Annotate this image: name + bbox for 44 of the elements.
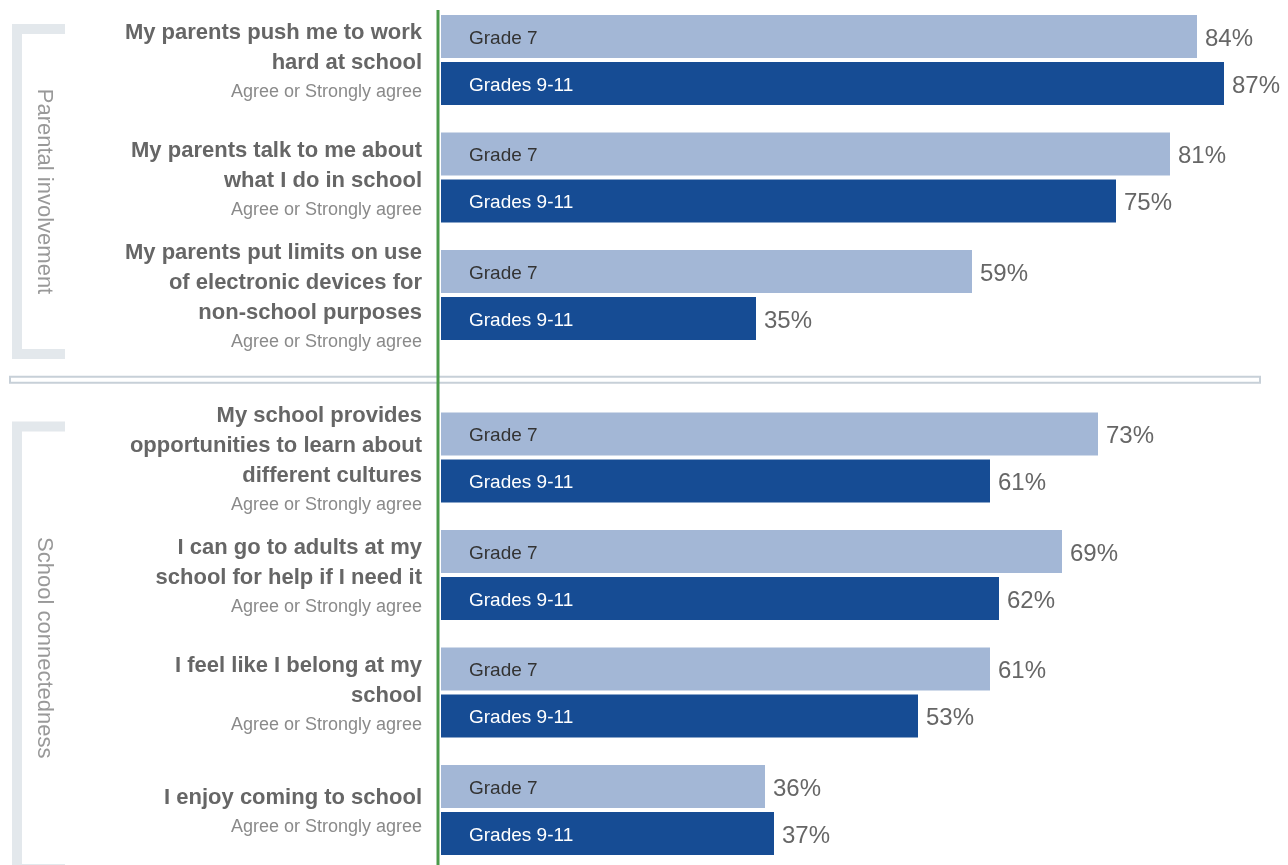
y-tick-label: I feel like I belong at my school [175, 651, 423, 707]
data-label: 62% [1007, 585, 1056, 613]
text: Grade 7 [469, 776, 538, 798]
data-label: 87% [1232, 70, 1281, 98]
text: Agree or Strongly agree [230, 596, 422, 616]
data-label: 61% [998, 656, 1047, 683]
text: Agree or Strongly agree [230, 198, 422, 219]
data-label: 73% [1106, 421, 1155, 448]
text: Grade 7 [469, 659, 538, 680]
data-label: 59% [980, 258, 1029, 286]
text: Parental involvement [33, 88, 58, 295]
text: Agree or Strongly agree [230, 331, 422, 351]
y-tick-label: My school provides opportunities to learn about different cultures [129, 401, 423, 487]
text: Grades 9-11 [469, 471, 574, 492]
text: School connectedness [33, 537, 58, 759]
text: Agree or Strongly agree [230, 713, 422, 734]
text: Grades 9-11 [469, 706, 574, 727]
text: Grades 9-11 [469, 823, 574, 845]
text: Grades 9-11 [469, 588, 574, 610]
text: Grade 7 [469, 424, 538, 445]
text: Agree or Strongly agree [230, 81, 422, 101]
data-label: 61% [998, 468, 1047, 495]
series-label: Grades 9-11 [469, 73, 574, 95]
y-tick-label: I can go to adults at my school for help if I need it [155, 534, 423, 589]
text: Grades 9-11 [469, 191, 574, 212]
text: Agree or Strongly agree [230, 816, 422, 836]
data-label: 37% [782, 820, 831, 848]
data-label: 81% [1178, 141, 1227, 168]
data-label: 69% [1070, 538, 1119, 566]
y-tick-label: I enjoy coming to school [164, 784, 422, 809]
data-label: 53% [926, 703, 975, 730]
y-tick-label: My parents push me to work hard at school [124, 19, 423, 74]
data-label: 36% [773, 773, 822, 801]
text: Grade 7 [469, 261, 538, 283]
data-label: 35% [764, 305, 813, 333]
y-tick-label: My parents talk to me about what I do in school [131, 136, 423, 192]
text: Grades 9-11 [469, 308, 574, 330]
text: Agree or Strongly agree [230, 493, 422, 514]
series-label: Grade 7 [469, 26, 538, 48]
y-tick-label: My parents put limits on use of electronic devices for non-school purposes [124, 239, 423, 324]
text: Grade 7 [469, 144, 538, 165]
data-label: 84% [1205, 23, 1254, 51]
data-label: 75% [1124, 188, 1173, 215]
text: Grade 7 [469, 541, 538, 563]
